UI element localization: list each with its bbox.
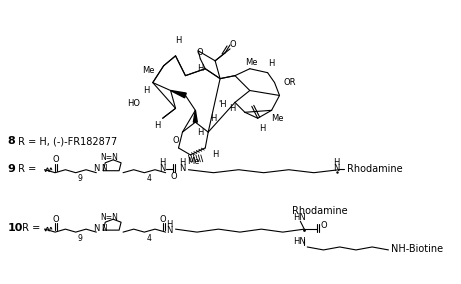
Text: H: H <box>154 121 161 130</box>
Text: NH-Biotine: NH-Biotine <box>391 244 443 254</box>
Text: N: N <box>93 224 100 233</box>
Text: O: O <box>230 40 236 49</box>
Text: N=N: N=N <box>100 213 118 222</box>
Text: H: H <box>229 104 235 113</box>
Text: H: H <box>179 158 186 167</box>
Text: O: O <box>53 215 59 224</box>
Text: N: N <box>101 164 107 173</box>
Text: N: N <box>160 164 166 173</box>
Text: R = H, (-)-FR182877: R = H, (-)-FR182877 <box>15 136 118 146</box>
Text: H: H <box>268 59 275 68</box>
Text: N: N <box>179 164 186 173</box>
Text: H: H <box>260 124 266 133</box>
Text: H: H <box>210 114 216 123</box>
Text: O: O <box>321 221 327 230</box>
Text: O: O <box>172 135 179 145</box>
Text: O: O <box>160 215 166 224</box>
Text: 9: 9 <box>77 233 82 243</box>
Text: 10: 10 <box>7 223 23 233</box>
Text: 4: 4 <box>147 174 151 183</box>
Text: N: N <box>93 164 100 173</box>
Text: Me: Me <box>142 66 155 75</box>
Text: O: O <box>53 155 59 164</box>
Text: HN: HN <box>293 213 306 222</box>
Text: 9: 9 <box>77 174 82 183</box>
Text: Me: Me <box>271 114 284 123</box>
Text: N: N <box>333 164 339 173</box>
Text: H: H <box>197 128 203 137</box>
Text: H: H <box>197 64 203 73</box>
Text: HO: HO <box>127 99 141 108</box>
Text: 4: 4 <box>147 233 151 243</box>
Text: H: H <box>160 158 166 167</box>
Text: Me: Me <box>246 58 258 67</box>
Text: OR: OR <box>283 78 296 87</box>
Text: H: H <box>175 37 182 45</box>
Text: H: H <box>142 86 149 95</box>
Text: 9: 9 <box>7 164 15 174</box>
Text: H: H <box>333 158 339 167</box>
Text: H: H <box>166 220 173 229</box>
Text: R =: R = <box>19 223 43 233</box>
Text: N: N <box>101 224 107 233</box>
Text: O: O <box>197 48 204 57</box>
Text: R =: R = <box>15 164 40 174</box>
Text: H: H <box>212 150 219 159</box>
Polygon shape <box>193 110 197 122</box>
Text: Me: Me <box>187 157 200 166</box>
Text: HN: HN <box>293 237 306 246</box>
Text: Rhodamine: Rhodamine <box>347 164 402 174</box>
Text: N=N: N=N <box>100 153 118 162</box>
Text: 'H: 'H <box>218 100 226 109</box>
Text: N: N <box>166 225 173 235</box>
Text: O: O <box>170 172 177 181</box>
Text: 8: 8 <box>7 136 15 146</box>
Text: Rhodamine: Rhodamine <box>292 206 348 216</box>
Polygon shape <box>171 91 186 98</box>
